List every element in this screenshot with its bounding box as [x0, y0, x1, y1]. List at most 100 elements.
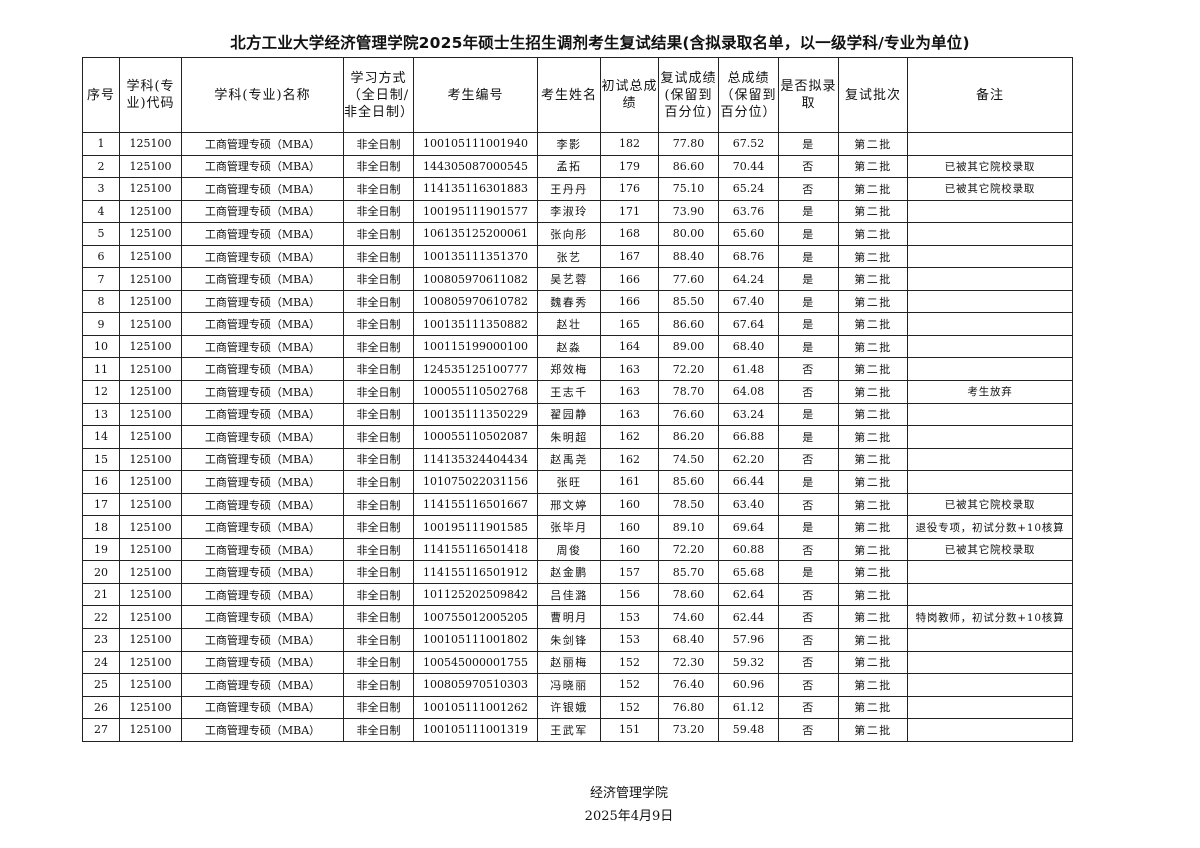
cell-batch: 第二批 [838, 695, 908, 720]
cell-total-score: 62.20 [718, 447, 779, 472]
cell-batch: 第二批 [838, 718, 908, 742]
cell-retest-score: 72.20 [658, 357, 719, 382]
cell-subject-name: 工商管理专硕（MBA） [181, 537, 344, 562]
table-row: 2 125100 工商管理专硕（MBA） 非全日制 144305087000545 孟拓 1… [82, 154, 1073, 179]
cell-batch: 第二批 [838, 582, 908, 607]
cell-prelim-score: 164 [600, 334, 659, 359]
cell-prelim-score: 162 [600, 447, 659, 472]
cell-batch: 第二批 [838, 673, 908, 697]
header-candidate-name: 考生姓名 [537, 57, 601, 133]
table-row: 26 125100 工商管理专硕（MBA） 非全日制 100105111001262 许银… [82, 695, 1073, 720]
cell-prelim-score: 171 [600, 199, 659, 224]
cell-admitted: 否 [778, 582, 839, 607]
cell-subject-code: 125100 [119, 560, 182, 584]
cell-retest-score: 85.50 [658, 289, 719, 314]
cell-admitted: 是 [778, 199, 839, 224]
cell-candidate-name: 朱明超 [537, 425, 601, 449]
cell-remarks [907, 628, 1073, 652]
cell-subject-name: 工商管理专硕（MBA） [181, 425, 344, 449]
cell-remarks [907, 673, 1073, 697]
cell-index: 15 [82, 447, 120, 472]
cell-study-mode: 非全日制 [343, 312, 414, 336]
cell-candidate-id: 100055110502087 [413, 425, 538, 449]
header-subject-code: 学科(专业)代码 [119, 57, 182, 133]
table-row: 9 125100 工商管理专硕（MBA） 非全日制 100135111350882 赵壮 1… [82, 312, 1073, 336]
cell-admitted: 否 [778, 673, 839, 697]
table-row: 1 125100 工商管理专硕（MBA） 非全日制 100105111001940 李影 1… [82, 132, 1073, 156]
cell-retest-score: 74.60 [658, 605, 719, 630]
table-row: 8 125100 工商管理专硕（MBA） 非全日制 100805970610782 魏春秀… [82, 289, 1073, 314]
cell-study-mode: 非全日制 [343, 289, 414, 314]
cell-admitted: 否 [778, 650, 839, 675]
cell-subject-code: 125100 [119, 357, 182, 382]
header-batch: 复试批次 [838, 57, 908, 133]
cell-study-mode: 非全日制 [343, 718, 414, 742]
cell-candidate-name: 翟园静 [537, 402, 601, 427]
cell-total-score: 65.60 [718, 222, 779, 246]
cell-study-mode: 非全日制 [343, 447, 414, 472]
table-row: 17 125100 工商管理专硕（MBA） 非全日制 114155116501667 邢文… [82, 492, 1073, 517]
header-row: 序号 学科(专业)代码 学科(专业)名称 学习方式（全日制/非全日制） 考生编号… [82, 57, 1073, 133]
cell-candidate-id: 114135324404434 [413, 447, 538, 472]
cell-subject-code: 125100 [119, 199, 182, 224]
cell-subject-code: 125100 [119, 537, 182, 562]
cell-candidate-name: 吕佳潞 [537, 582, 601, 607]
cell-candidate-id: 100755012005205 [413, 605, 538, 630]
cell-retest-score: 72.20 [658, 537, 719, 562]
cell-subject-code: 125100 [119, 154, 182, 179]
cell-subject-code: 125100 [119, 605, 182, 630]
table-row: 6 125100 工商管理专硕（MBA） 非全日制 100135111351370 张艺 1… [82, 244, 1073, 269]
cell-subject-code: 125100 [119, 334, 182, 359]
cell-candidate-name: 王武军 [537, 718, 601, 742]
cell-index: 26 [82, 695, 120, 720]
cell-subject-code: 125100 [119, 177, 182, 201]
cell-subject-name: 工商管理专硕（MBA） [181, 244, 344, 269]
cell-candidate-name: 赵金鹏 [537, 560, 601, 584]
cell-retest-score: 76.80 [658, 695, 719, 720]
cell-subject-name: 工商管理专硕（MBA） [181, 380, 344, 404]
cell-index: 22 [82, 605, 120, 630]
cell-admitted: 否 [778, 537, 839, 562]
cell-index: 23 [82, 628, 120, 652]
cell-admitted: 否 [778, 605, 839, 630]
cell-candidate-name: 朱剑锋 [537, 628, 601, 652]
cell-candidate-name: 李淑玲 [537, 199, 601, 224]
table-row: 24 125100 工商管理专硕（MBA） 非全日制 100545000001755 赵丽… [82, 650, 1073, 675]
cell-remarks [907, 695, 1073, 720]
cell-total-score: 66.88 [718, 425, 779, 449]
cell-candidate-id: 100805970611082 [413, 267, 538, 291]
cell-study-mode: 非全日制 [343, 628, 414, 652]
cell-candidate-id: 101125202509842 [413, 582, 538, 607]
cell-admitted: 是 [778, 312, 839, 336]
cell-study-mode: 非全日制 [343, 132, 414, 156]
cell-total-score: 57.96 [718, 628, 779, 652]
cell-batch: 第二批 [838, 447, 908, 472]
cell-index: 13 [82, 402, 120, 427]
cell-index: 12 [82, 380, 120, 404]
cell-index: 21 [82, 582, 120, 607]
cell-candidate-id: 100195111901577 [413, 199, 538, 224]
header-prelim-score: 初试总成绩 [600, 57, 659, 133]
cell-candidate-id: 100135111351370 [413, 244, 538, 269]
cell-admitted: 是 [778, 132, 839, 156]
cell-candidate-name: 郑效梅 [537, 357, 601, 382]
cell-prelim-score: 160 [600, 537, 659, 562]
cell-study-mode: 非全日制 [343, 199, 414, 224]
cell-prelim-score: 157 [600, 560, 659, 584]
cell-total-score: 63.40 [718, 492, 779, 517]
cell-subject-name: 工商管理专硕（MBA） [181, 334, 344, 359]
cell-candidate-id: 124535125100777 [413, 357, 538, 382]
cell-candidate-id: 100135111350229 [413, 402, 538, 427]
cell-total-score: 59.32 [718, 650, 779, 675]
cell-admitted: 否 [778, 154, 839, 179]
cell-candidate-name: 魏春秀 [537, 289, 601, 314]
cell-prelim-score: 179 [600, 154, 659, 179]
cell-batch: 第二批 [838, 492, 908, 517]
cell-retest-score: 76.40 [658, 673, 719, 697]
cell-retest-score: 78.60 [658, 582, 719, 607]
cell-subject-name: 工商管理专硕（MBA） [181, 605, 344, 630]
results-table: 序号 学科(专业)代码 学科(专业)名称 学习方式（全日制/非全日制） 考生编号… [82, 57, 1073, 742]
cell-index: 1 [82, 132, 120, 156]
header-subject-name: 学科(专业)名称 [181, 57, 344, 133]
cell-study-mode: 非全日制 [343, 357, 414, 382]
